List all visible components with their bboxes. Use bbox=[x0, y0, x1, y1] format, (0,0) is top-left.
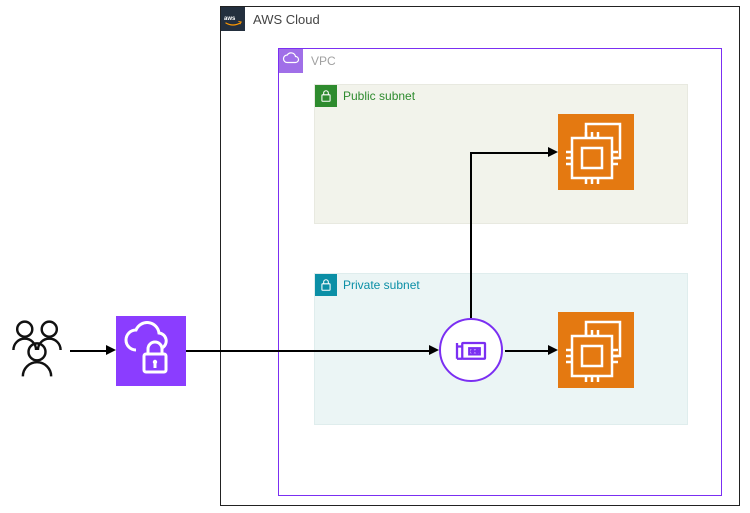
vpc-icon bbox=[279, 49, 303, 73]
aws-logo-icon: aws bbox=[221, 7, 245, 31]
private-subnet-label: Private subnet bbox=[343, 278, 420, 292]
aws-service-node bbox=[116, 316, 186, 389]
svg-text:aws: aws bbox=[224, 16, 236, 22]
edge-eni-to-pub bbox=[470, 152, 472, 318]
edge-service-to-eni bbox=[186, 350, 433, 352]
eni-endpoint bbox=[439, 318, 503, 382]
arrowhead-icon bbox=[548, 147, 558, 157]
arrowhead-icon bbox=[548, 345, 558, 355]
public-subnet-label: Public subnet bbox=[343, 89, 415, 103]
edge-users-to-service bbox=[70, 350, 110, 352]
arrowhead-icon bbox=[429, 345, 439, 355]
compute-public bbox=[558, 114, 634, 193]
lock-icon bbox=[315, 274, 337, 296]
users-icon bbox=[4, 316, 70, 385]
vpc-label: VPC bbox=[311, 54, 336, 68]
edge-eni-to-pub bbox=[470, 152, 551, 154]
arrowhead-icon bbox=[106, 345, 116, 355]
aws-cloud-label: AWS Cloud bbox=[253, 12, 320, 27]
compute-private bbox=[558, 312, 634, 391]
edge-eni-to-priv bbox=[505, 350, 551, 352]
lock-icon bbox=[315, 85, 337, 107]
